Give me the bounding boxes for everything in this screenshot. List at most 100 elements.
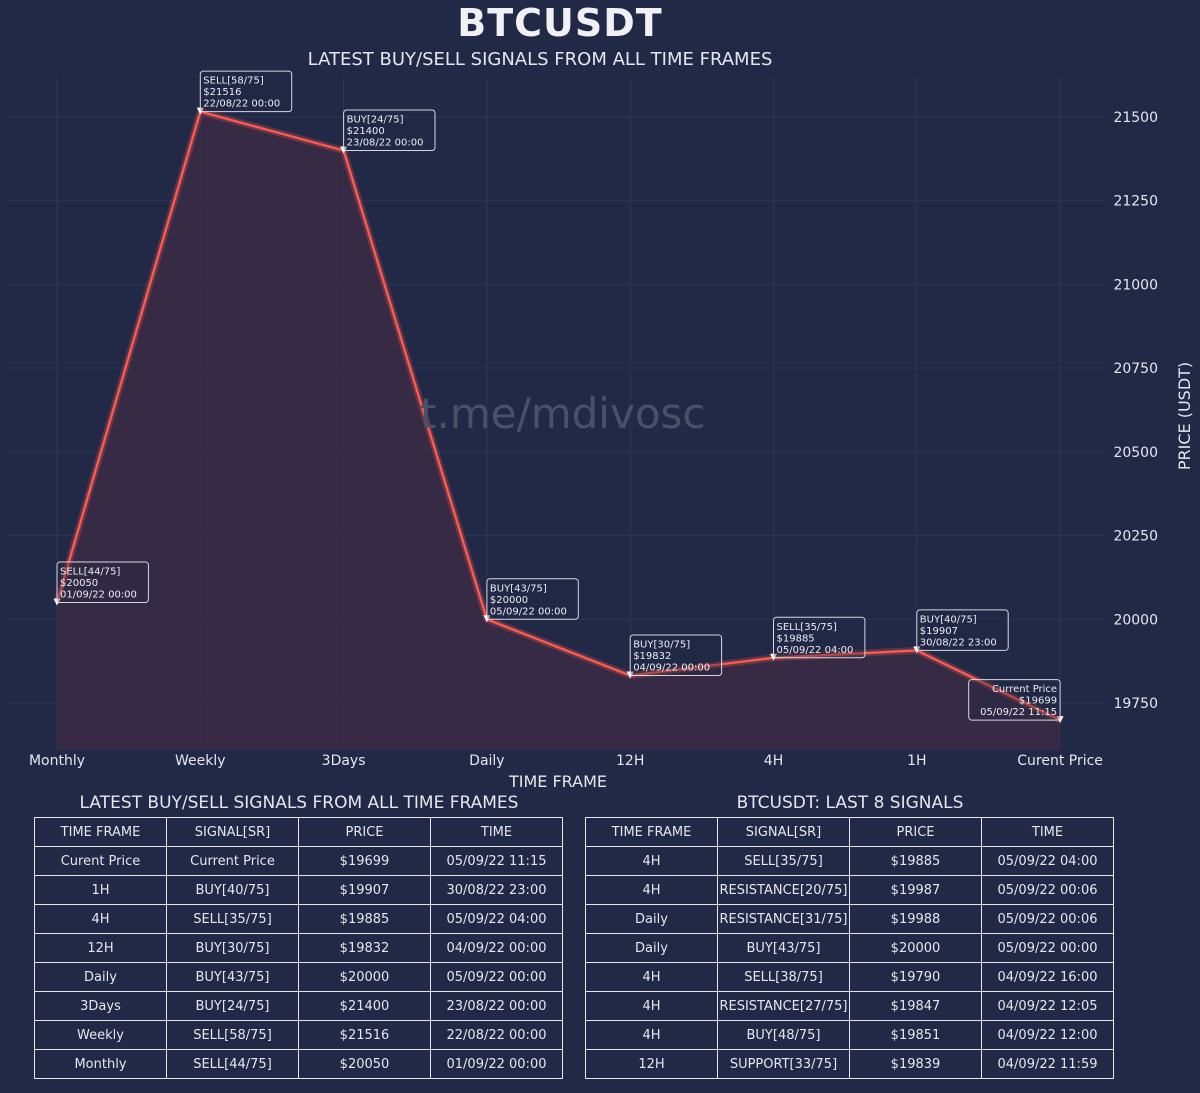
table-cell: $20000 (298, 962, 431, 992)
y-tick-label: 19750 (1113, 696, 1158, 712)
data-point-marker (626, 671, 634, 679)
annotation-box (56, 561, 149, 604)
table-cell: 23/08/22 00:00 (430, 991, 563, 1021)
y-tick-label: 20000 (1113, 612, 1158, 628)
table-cell: 12H (34, 933, 167, 963)
table-cell: 04/09/22 00:00 (430, 933, 563, 963)
y-tick-label: 21500 (1113, 110, 1158, 126)
table-cell: Weekly (34, 1020, 167, 1050)
annotation-text: 05/09/22 11:15 (980, 707, 1057, 718)
column-header: TIME (430, 817, 563, 847)
table-cell: Monthly (34, 1049, 167, 1079)
table-row: Daily BUY[43/75] $20000 05/09/22 00:00 (34, 962, 563, 992)
table-cell: BUY[48/75] (717, 1020, 850, 1050)
x-tick-label: Daily (469, 753, 504, 769)
table-cell: Daily (585, 904, 718, 934)
y-axis-title: PRICE (USDT) (1175, 362, 1194, 470)
table-cell: 22/08/22 00:00 (430, 1020, 563, 1050)
annotation-box (199, 70, 293, 113)
annotation-text: BUY[24/75] (347, 114, 404, 125)
table-cell: $19839 (849, 1049, 982, 1079)
annotation-text: 05/09/22 04:00 (777, 645, 854, 656)
data-point-marker (340, 146, 348, 154)
table-cell: 04/09/22 12:00 (981, 1020, 1114, 1050)
column-header: TIME FRAME (585, 817, 718, 847)
table-cell: 04/09/22 11:59 (981, 1049, 1114, 1079)
table-cell: RESISTANCE[31/75] (717, 904, 850, 934)
annotation-text: $19832 (633, 651, 671, 662)
table-cell: $19847 (849, 991, 982, 1021)
data-point-marker (196, 107, 204, 115)
table-cell: 4H (585, 962, 718, 992)
table-cell: SELL[35/75] (166, 904, 299, 934)
table-cell: BUY[30/75] (166, 933, 299, 963)
table-cell: 4H (585, 875, 718, 905)
x-tick-label: Weekly (175, 753, 226, 769)
annotation-box (968, 679, 1061, 721)
table-cell: 05/09/22 00:00 (430, 962, 563, 992)
column-header: TIME (981, 817, 1114, 847)
table-cell: BUY[43/75] (166, 962, 299, 992)
table-cell: 3Days (34, 991, 167, 1021)
table-cell: SUPPORT[33/75] (717, 1049, 850, 1079)
table-cell: RESISTANCE[20/75] (717, 875, 850, 905)
table-header-row: TIME FRAME SIGNAL[SR] PRICE TIME (585, 817, 1114, 847)
annotation-text: $21516 (203, 87, 241, 98)
annotation-text: 04/09/22 00:00 (633, 663, 710, 674)
annotation-text: SELL[44/75] (60, 567, 121, 578)
table-cell: 05/09/22 00:00 (981, 933, 1114, 963)
table-cell: $19885 (849, 846, 982, 876)
annotation-box (629, 634, 723, 677)
annotation-text: SELL[35/75] (777, 622, 838, 633)
annotation-text: $20000 (490, 595, 528, 606)
price-line (55, 110, 1061, 722)
y-tick-label: 20500 (1113, 445, 1158, 461)
column-header: SIGNAL[SR] (166, 817, 299, 847)
data-point-marker (53, 598, 61, 606)
x-tick-label: 1H (907, 753, 926, 769)
table-cell: Curent Price (34, 846, 167, 876)
x-tick-label: 4H (764, 753, 783, 769)
table-cell: SELL[35/75] (717, 846, 850, 876)
y-tick-label: 21250 (1113, 194, 1158, 210)
table-row: Daily RESISTANCE[31/75] $19988 05/09/22 00:… (585, 904, 1114, 934)
chart-subtitle: LATEST BUY/SELL SIGNALS FROM ALL TIME FR… (307, 49, 773, 70)
x-tick-label: 12H (616, 753, 644, 769)
table-cell: 05/09/22 04:00 (981, 846, 1114, 876)
table-row: 4H SELL[35/75] $19885 05/09/22 04:00 (585, 846, 1114, 876)
table-cell: $19907 (298, 875, 431, 905)
data-point-marker (483, 615, 491, 623)
annotation-text: $19699 (1019, 696, 1057, 707)
annotation-box (486, 578, 579, 620)
annotation-text: Current Price (992, 684, 1057, 695)
price-area-fill (57, 111, 1061, 751)
table-cell: BUY[43/75] (717, 933, 850, 963)
table-row: 3Days BUY[24/75] $21400 23/08/22 00:00 (34, 991, 563, 1021)
annotation-text: $21400 (347, 126, 385, 137)
table-cell: $19987 (849, 875, 982, 905)
table-cell: $19832 (298, 933, 431, 963)
column-header: PRICE (849, 817, 982, 847)
table-cell: RESISTANCE[27/75] (717, 991, 850, 1021)
annotation-text: 01/09/22 00:00 (60, 590, 137, 601)
table-cell: 05/09/22 04:00 (430, 904, 563, 934)
table-row: 12H SUPPORT[33/75] $19839 04/09/22 11:59 (585, 1049, 1114, 1079)
annotation-text: BUY[40/75] (920, 614, 977, 625)
table-cell: 4H (585, 991, 718, 1021)
column-header: SIGNAL[SR] (717, 817, 850, 847)
table-row: 4H RESISTANCE[27/75] $19847 04/09/22 12:05 (585, 991, 1114, 1021)
annotation-text: $20050 (60, 578, 98, 589)
table-cell: $21516 (298, 1020, 431, 1050)
table-cell: 05/09/22 00:06 (981, 875, 1114, 905)
table-cell: Current Price (166, 846, 299, 876)
data-point-marker (1056, 716, 1064, 724)
table-cell: SELL[38/75] (717, 962, 850, 992)
